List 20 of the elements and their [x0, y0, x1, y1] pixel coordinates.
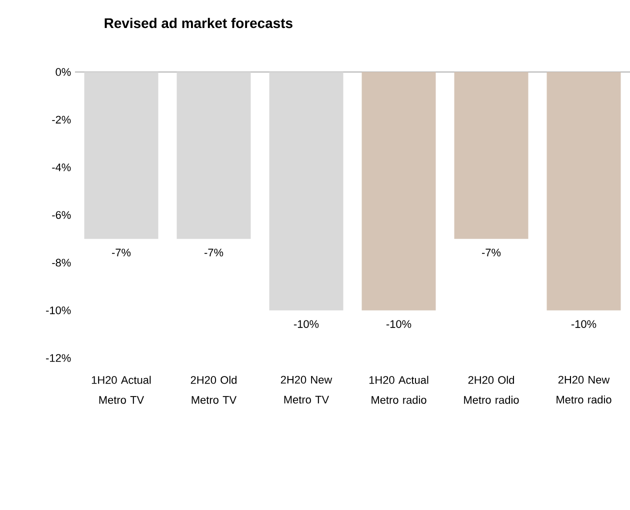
data-label: -7% [112, 248, 131, 256]
x-tick-label: 1H20 Actual Metro TV [92, 376, 151, 404]
data-label: -7% [204, 248, 224, 256]
x-tick-label: 2H20 New Metro TV [280, 376, 332, 404]
x-tick-label: 2H20 Old Metro TV [190, 376, 237, 404]
y-tick-label: -2% [52, 116, 71, 124]
y-tick-label: -4% [52, 164, 71, 172]
data-label: -10% [571, 320, 596, 328]
data-label: -10% [386, 320, 412, 328]
y-tick-label: -6% [52, 211, 71, 219]
data-label: -7% [482, 248, 501, 256]
y-tick-label: -12% [46, 354, 71, 362]
x-tick-label: 2H20 Old Metro radio [464, 376, 519, 404]
y-tick-label: -10% [46, 306, 71, 314]
y-tick-label: -8% [52, 258, 71, 267]
x-tick-label: 1H20 Actual Metro radio [369, 376, 428, 404]
data-label: -10% [294, 320, 319, 328]
x-tick-label: 2H20 New Metro radio [556, 376, 612, 404]
y-tick-label: 0% [56, 68, 71, 76]
chart-title: Revised ad market forecasts [104, 18, 292, 28]
